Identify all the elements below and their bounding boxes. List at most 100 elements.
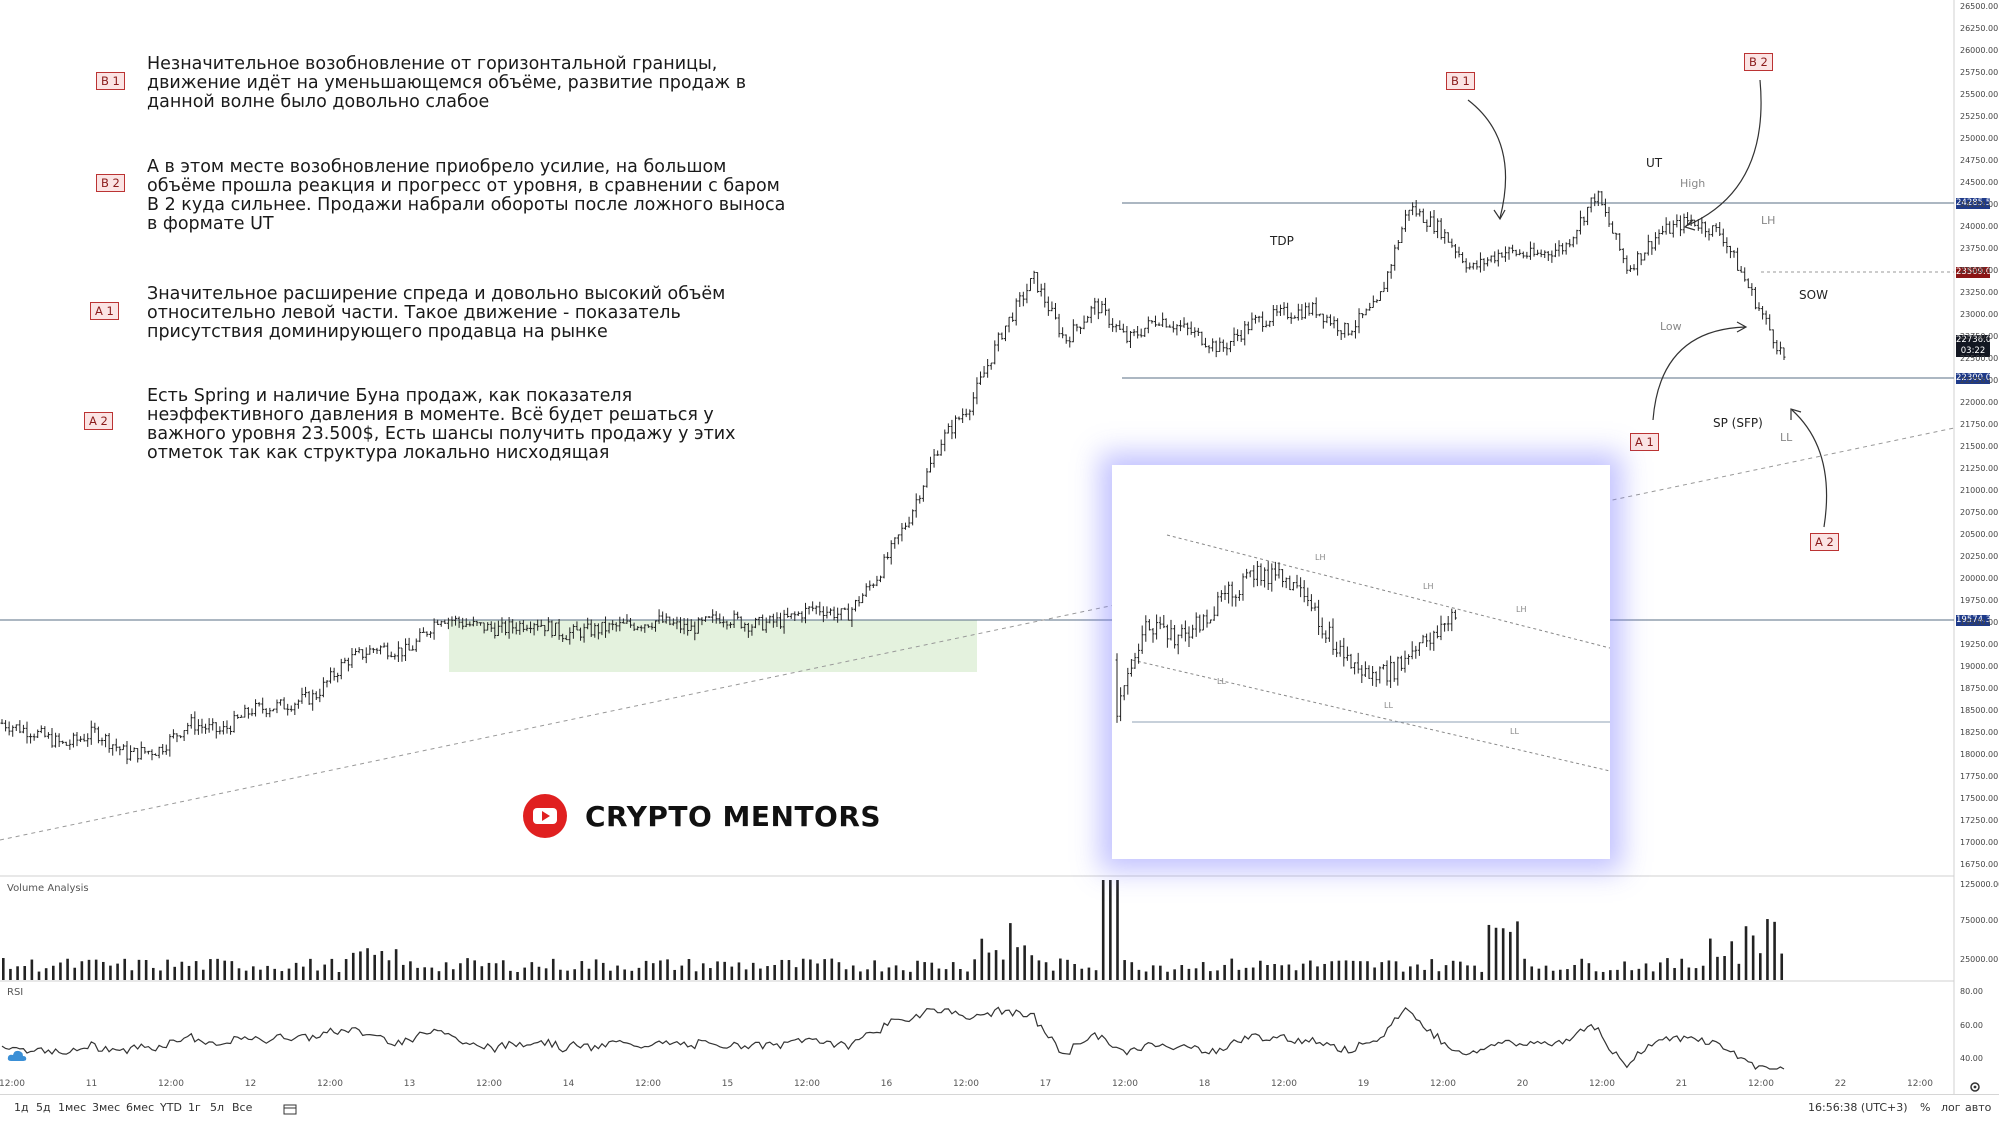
timeframe-button[interactable]: 5д (36, 1101, 51, 1114)
price-bar (993, 340, 997, 365)
price-bar (243, 704, 247, 718)
volume-bar (1616, 969, 1619, 980)
price-bar (1093, 297, 1097, 315)
price-bar (536, 619, 540, 631)
calendar-icon[interactable] (283, 1103, 297, 1115)
percent-toggle[interactable]: % (1920, 1101, 1931, 1114)
price-bar (1214, 340, 1218, 358)
price-axis-tick: 20500.00 (1960, 530, 1999, 539)
price-bar (386, 642, 390, 660)
inset-price-bar (1212, 606, 1216, 621)
auto-toggle[interactable]: авто (1965, 1101, 1992, 1114)
inset-price-bar (1256, 561, 1259, 587)
inset-price-bar (1166, 624, 1169, 648)
rsi-axis-tick: 40.00 (1960, 1054, 1983, 1063)
price-bar (750, 624, 754, 636)
volume-bar (716, 961, 719, 980)
price-bar (1514, 249, 1518, 257)
timeframe-button[interactable]: 1г (188, 1101, 201, 1114)
timeframe-button[interactable]: 1мес (58, 1101, 87, 1114)
price-bar (521, 620, 525, 633)
volume-bar (530, 962, 534, 980)
price-bar (1225, 342, 1229, 356)
price-axis-tick: 17250.00 (1960, 816, 1999, 825)
price-bar (1436, 218, 1440, 239)
price-bar (36, 729, 40, 739)
price-bar (700, 617, 704, 626)
price-bar (1357, 308, 1361, 334)
timeframe-button[interactable]: 1д (14, 1101, 29, 1114)
price-bar (1453, 244, 1457, 259)
price-bar (1171, 321, 1175, 333)
gear-icon[interactable] (1969, 1081, 1981, 1093)
time-axis-tick: 12:00 (0, 1079, 25, 1089)
price-bar (693, 621, 697, 641)
price-bar (568, 627, 572, 645)
label-high: High (1680, 177, 1706, 190)
volume-bar (1080, 968, 1084, 980)
inset-price-bar (1310, 594, 1313, 612)
inset-price-bar (1331, 618, 1335, 655)
inset-price-bar (1169, 619, 1173, 641)
price-bar (1486, 257, 1490, 267)
timeframe-button[interactable]: YTD (160, 1101, 182, 1114)
price-bar (928, 456, 932, 473)
price-bar (796, 611, 800, 616)
price-bar (721, 616, 725, 628)
volume-bar (1266, 965, 1269, 980)
price-bar (1550, 250, 1554, 263)
price-axis-tick: 21250.00 (1960, 464, 1999, 473)
price-bar (289, 705, 293, 712)
volume-bar (116, 963, 119, 980)
log-toggle[interactable]: лог (1941, 1101, 1961, 1114)
inset-price-bar (1432, 630, 1436, 651)
timeframe-button[interactable]: 6мес (126, 1101, 155, 1114)
inset-price-bar (1295, 574, 1299, 589)
inset-price-bar (1216, 591, 1220, 617)
price-bar (1103, 297, 1107, 316)
volume-bar (94, 959, 98, 980)
price-bar (1671, 220, 1675, 238)
price-bar (1136, 325, 1140, 339)
cloud-icon[interactable] (7, 1049, 27, 1063)
volume-bar (123, 958, 127, 980)
inset-price-bar (1202, 614, 1205, 631)
timeframe-button[interactable]: 3мес (92, 1101, 121, 1114)
price-bar (1189, 321, 1193, 335)
price-bar (1239, 330, 1243, 343)
price-bar (1732, 249, 1736, 258)
volume-bar (309, 958, 312, 980)
price-bar (307, 691, 311, 705)
price-axis-tick: 18000.00 (1960, 750, 1999, 759)
volume-bar (501, 960, 505, 980)
price-axis-tick: 26250.00 (1960, 24, 1999, 33)
price-bar (393, 653, 397, 660)
price-bar (1768, 314, 1772, 331)
price-bar (246, 707, 250, 719)
price-bar (75, 731, 79, 747)
price-bar (1750, 283, 1754, 296)
price-bar (546, 617, 550, 632)
price-bar (1003, 325, 1007, 342)
timeframe-button[interactable]: Все (232, 1101, 253, 1114)
price-bar (611, 620, 615, 631)
clock-display[interactable]: 16:56:38 (UTC+3) (1808, 1101, 1908, 1114)
rsi-line (1, 1006, 1785, 1070)
price-bar (1603, 198, 1607, 217)
note-badge-a2: A 2 (84, 412, 113, 430)
timeframe-button[interactable]: 5л (210, 1101, 225, 1114)
price-bar (61, 740, 65, 745)
volume-bar (1416, 964, 1419, 980)
price-bar (800, 611, 804, 623)
volume-bar (794, 967, 798, 980)
inset-label-lh-2: LH (1423, 582, 1434, 591)
price-axis-tick: 20000.00 (1960, 574, 1999, 583)
volume-bar (1637, 968, 1641, 980)
volume-bar (1337, 960, 1341, 980)
price-bar (229, 725, 233, 735)
volume-bar (1351, 960, 1355, 980)
volume-bar (1201, 962, 1205, 980)
volume-bar (159, 970, 162, 980)
price-bar (714, 611, 718, 624)
